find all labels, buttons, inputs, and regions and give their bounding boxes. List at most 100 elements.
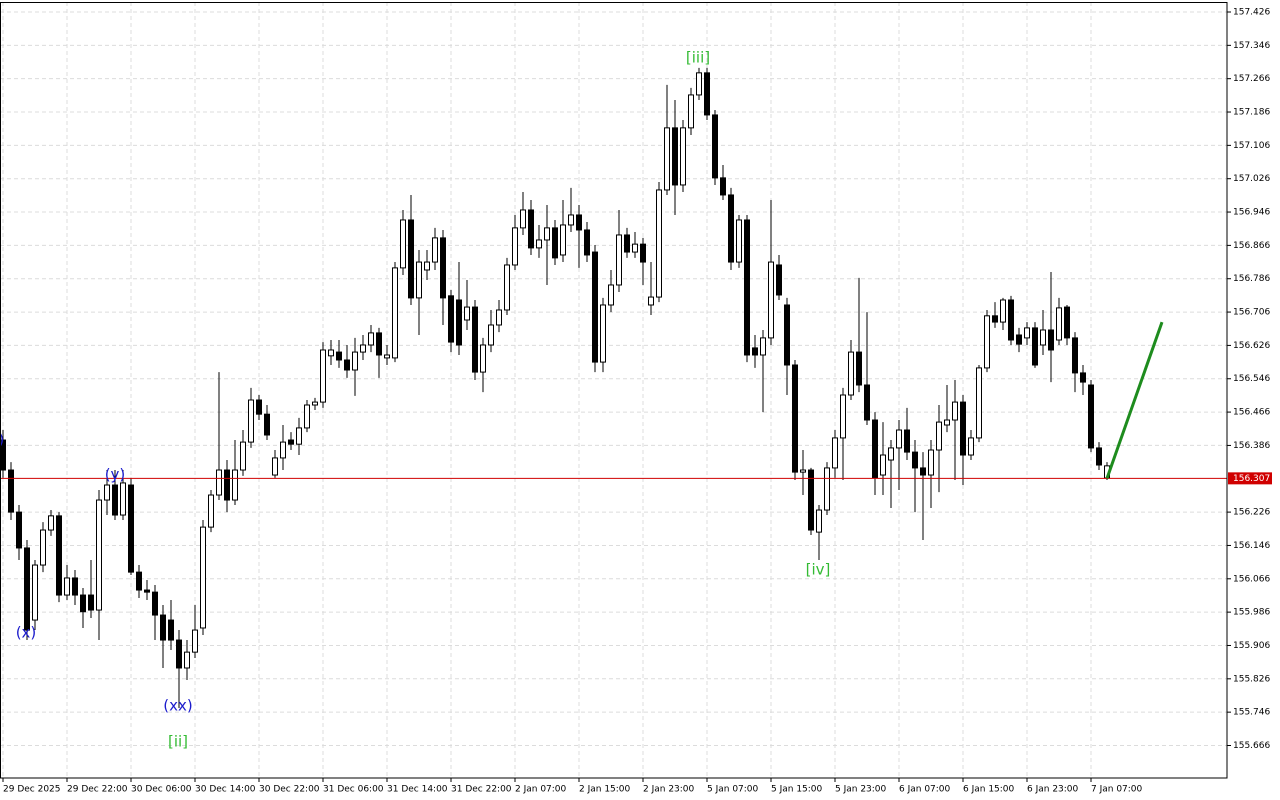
candle-body <box>568 214 574 226</box>
candle-body <box>400 219 406 269</box>
x-tick-label: 31 Dec 22:00 <box>451 785 512 795</box>
candle-body <box>192 629 198 653</box>
candle-body <box>440 237 446 299</box>
candle-body <box>1072 337 1078 374</box>
candle-body <box>552 227 558 259</box>
candle-body <box>464 306 470 321</box>
y-tick-label: 156.146 <box>1233 541 1270 551</box>
y-tick-label: 156.786 <box>1233 274 1270 284</box>
candle-body <box>96 499 102 611</box>
y-tick-label: 155.666 <box>1233 741 1270 751</box>
candle-body <box>696 72 702 96</box>
x-tick-label: 7 Jan 07:00 <box>1091 785 1143 795</box>
price-label-bg <box>1228 472 1272 485</box>
candle-body <box>896 429 902 449</box>
wave-label: [ii] <box>168 733 188 751</box>
candle-body <box>600 304 606 363</box>
candle-body <box>504 264 510 311</box>
candle-body <box>112 484 118 516</box>
candle-body <box>360 344 366 353</box>
candle-body <box>1064 306 1070 339</box>
wave-label: (xx) <box>163 697 192 715</box>
y-tick-label: 156.866 <box>1233 241 1270 251</box>
candle-body <box>744 219 750 356</box>
candle-body <box>656 189 662 298</box>
candle-body <box>640 243 646 263</box>
candle-body <box>160 614 166 641</box>
y-tick-label: 157.106 <box>1233 141 1270 151</box>
candle-body <box>592 251 598 363</box>
x-tick-label: 31 Dec 14:00 <box>387 785 448 795</box>
y-tick-label: 156.626 <box>1233 341 1270 351</box>
candle-body <box>1032 327 1038 366</box>
candle-body <box>128 484 134 573</box>
candle-body <box>1088 384 1094 449</box>
candle-body <box>632 243 638 253</box>
x-tick-label: 30 Dec 14:00 <box>195 785 256 795</box>
candle-body <box>952 401 958 421</box>
candle-body <box>472 306 478 373</box>
y-tick-label: 157.346 <box>1233 41 1270 51</box>
candle-body <box>840 394 846 439</box>
candle-body <box>368 332 374 346</box>
candle-body <box>48 515 54 531</box>
axes: 157.426 157.346 157.266 157.186 157.106 157.0… <box>2 8 1272 795</box>
candle-body <box>928 449 934 476</box>
candle-body <box>64 577 70 596</box>
y-tick-label: 157.026 <box>1233 174 1270 184</box>
candle-body <box>248 399 254 443</box>
candle-body <box>184 651 190 669</box>
candle-body <box>736 219 742 263</box>
candle-body <box>344 359 350 371</box>
projection-line <box>1105 321 1164 479</box>
price-label: 156.307 <box>1233 474 1270 484</box>
candle-body <box>408 219 414 299</box>
candle-body <box>392 267 398 359</box>
wave-label: [iii] <box>686 49 710 67</box>
candle-body <box>536 239 542 249</box>
x-tick-label: 2 Jan 23:00 <box>643 785 695 795</box>
y-tick-label: 156.546 <box>1233 374 1270 384</box>
plot-border <box>0 2 1228 779</box>
wave-label: [iv] <box>806 561 831 579</box>
candle-body <box>336 351 342 361</box>
y-tick-label: 157.266 <box>1233 74 1270 84</box>
candle-body <box>792 364 798 473</box>
x-tick-label: 30 Dec 22:00 <box>259 785 320 795</box>
plot-area: (y) (x) (y) (xx) [ii] [iii] [iv] <box>0 49 1227 751</box>
x-tick-label: 30 Dec 06:00 <box>131 785 192 795</box>
y-tick-label: 156.066 <box>1233 574 1270 584</box>
candle-body <box>712 114 718 179</box>
candle-body <box>16 511 22 549</box>
candle-body <box>328 349 334 357</box>
candle-body <box>912 451 918 469</box>
candle-body <box>144 589 150 593</box>
candle-body <box>936 421 942 451</box>
candle-body <box>944 419 950 426</box>
candle-body <box>560 224 566 256</box>
candle-body <box>320 349 326 403</box>
candle-body <box>1040 329 1046 346</box>
y-tick-label: 156.466 <box>1233 408 1270 418</box>
candle-body <box>136 571 142 591</box>
candle-body <box>72 577 78 596</box>
candle-body <box>272 457 278 476</box>
y-tick-label: 156.386 <box>1233 441 1270 451</box>
candle-body <box>496 309 502 326</box>
y-tick-label: 157.186 <box>1233 108 1270 118</box>
candle-body <box>976 367 982 439</box>
candle-body <box>1024 327 1030 339</box>
candle-body <box>224 469 230 501</box>
candle-body <box>800 469 806 473</box>
candle-body <box>1016 334 1022 345</box>
x-tick-label: 5 Jan 23:00 <box>835 785 887 795</box>
candle-body <box>456 299 462 346</box>
candle-body <box>384 354 390 359</box>
candle-body <box>56 515 62 596</box>
y-tick-label: 155.826 <box>1233 674 1270 684</box>
candle-body <box>864 384 870 421</box>
candle-body <box>904 429 910 453</box>
candle-body <box>264 413 270 436</box>
